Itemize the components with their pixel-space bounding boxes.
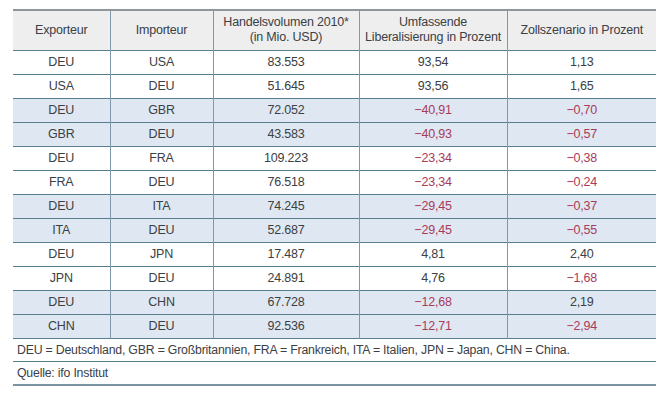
cell-zollszenario: −2,94	[507, 314, 656, 338]
cell-liberalisierung: −40,91	[359, 98, 507, 122]
table-row: DEUFRA109.223−23,34−0,38	[13, 146, 656, 170]
cell-zollszenario: −0,38	[507, 146, 656, 170]
table-row: USADEU51.64593,561,65	[13, 74, 656, 98]
column-header-handelsvolumen: Handelsvolumen 2010* (in Mio. USD)	[213, 10, 359, 50]
table-row: DEUJPN17.4874,812,40	[13, 242, 656, 266]
cell-importeur: FRA	[110, 146, 213, 170]
table-row: DEUITA74.245−29,45−0,37	[13, 194, 656, 218]
cell-importeur: DEU	[110, 266, 213, 290]
cell-exporteur: DEU	[13, 194, 110, 218]
header-row: Exporteur Importeur Handelsvolumen 2010*…	[13, 10, 656, 50]
cell-zollszenario: 2,19	[507, 290, 656, 314]
cell-liberalisierung: −29,45	[359, 194, 507, 218]
table-row: GBRDEU43.583−40,93−0,57	[13, 122, 656, 146]
column-header-label: Exporteur	[13, 23, 110, 38]
cell-importeur: DEU	[110, 314, 213, 338]
trade-table-container: Exporteur Importeur Handelsvolumen 2010*…	[13, 9, 656, 386]
column-header-importeur: Importeur	[110, 10, 213, 50]
cell-importeur: DEU	[110, 122, 213, 146]
cell-liberalisierung: −40,93	[359, 122, 507, 146]
cell-liberalisierung: −12,71	[359, 314, 507, 338]
cell-exporteur: DEU	[13, 290, 110, 314]
cell-handelsvolumen: 51.645	[213, 74, 359, 98]
cell-zollszenario: 2,40	[507, 242, 656, 266]
trade-table: Exporteur Importeur Handelsvolumen 2010*…	[13, 9, 656, 386]
table-footer: DEU = Deutschland, GBR = Großbritannien,…	[13, 338, 656, 385]
column-header-liberalisierung: Umfassende Liberalisierung in Prozent	[359, 10, 507, 50]
cell-zollszenario: −0,24	[507, 170, 656, 194]
cell-importeur: GBR	[110, 98, 213, 122]
cell-exporteur: CHN	[13, 314, 110, 338]
cell-liberalisierung: 93,56	[359, 74, 507, 98]
table-row: FRADEU76.518−23,34−0,24	[13, 170, 656, 194]
column-header-label: Handelsvolumen 2010*	[214, 15, 359, 30]
cell-importeur: ITA	[110, 194, 213, 218]
cell-handelsvolumen: 92.536	[213, 314, 359, 338]
cell-importeur: DEU	[110, 218, 213, 242]
column-header-label: Zollszenario in Prozent	[508, 23, 657, 38]
cell-importeur: DEU	[110, 170, 213, 194]
cell-handelsvolumen: 76.518	[213, 170, 359, 194]
cell-handelsvolumen: 109.223	[213, 146, 359, 170]
table-row: DEUUSA83.55393,541,13	[13, 50, 656, 74]
table-row: DEUGBR72.052−40,91−0,70	[13, 98, 656, 122]
cell-importeur: CHN	[110, 290, 213, 314]
cell-exporteur: ITA	[13, 218, 110, 242]
table-row: DEUCHN67.728−12,682,19	[13, 290, 656, 314]
cell-zollszenario: 1,13	[507, 50, 656, 74]
cell-zollszenario: −0,55	[507, 218, 656, 242]
cell-liberalisierung: −23,34	[359, 170, 507, 194]
cell-handelsvolumen: 83.553	[213, 50, 359, 74]
table-header: Exporteur Importeur Handelsvolumen 2010*…	[13, 10, 656, 50]
source-row: Quelle: ifo Institut	[13, 361, 656, 385]
cell-liberalisierung: 93,54	[359, 50, 507, 74]
cell-liberalisierung: −23,34	[359, 146, 507, 170]
abbreviation-note-row: DEU = Deutschland, GBR = Großbritannien,…	[13, 338, 656, 361]
cell-zollszenario: −1,68	[507, 266, 656, 290]
column-header-sublabel: Liberalisierung in Prozent	[360, 30, 507, 45]
cell-exporteur: DEU	[13, 50, 110, 74]
column-header-label: Umfassende	[360, 15, 507, 30]
cell-handelsvolumen: 72.052	[213, 98, 359, 122]
cell-importeur: USA	[110, 50, 213, 74]
cell-importeur: JPN	[110, 242, 213, 266]
cell-liberalisierung: 4,81	[359, 242, 507, 266]
cell-handelsvolumen: 24.891	[213, 266, 359, 290]
cell-exporteur: GBR	[13, 122, 110, 146]
cell-exporteur: FRA	[13, 170, 110, 194]
table-body: DEUUSA83.55393,541,13USADEU51.64593,561,…	[13, 50, 656, 338]
cell-liberalisierung: 4,76	[359, 266, 507, 290]
cell-handelsvolumen: 74.245	[213, 194, 359, 218]
cell-exporteur: DEU	[13, 146, 110, 170]
column-header-exporteur: Exporteur	[13, 10, 110, 50]
cell-importeur: DEU	[110, 74, 213, 98]
column-header-sublabel: (in Mio. USD)	[214, 30, 359, 45]
abbreviation-note: DEU = Deutschland, GBR = Großbritannien,…	[13, 338, 656, 361]
table-row: JPNDEU24.8914,76−1,68	[13, 266, 656, 290]
table-row: ITADEU52.687−29,45−0,55	[13, 218, 656, 242]
cell-handelsvolumen: 43.583	[213, 122, 359, 146]
cell-handelsvolumen: 17.487	[213, 242, 359, 266]
column-header-label: Importeur	[111, 23, 213, 38]
cell-zollszenario: −0,70	[507, 98, 656, 122]
column-header-zollszenario: Zollszenario in Prozent	[507, 10, 656, 50]
cell-zollszenario: −0,57	[507, 122, 656, 146]
cell-liberalisierung: −29,45	[359, 218, 507, 242]
cell-exporteur: USA	[13, 74, 110, 98]
cell-liberalisierung: −12,68	[359, 290, 507, 314]
cell-exporteur: DEU	[13, 242, 110, 266]
cell-zollszenario: 1,65	[507, 74, 656, 98]
cell-exporteur: DEU	[13, 98, 110, 122]
cell-zollszenario: −0,37	[507, 194, 656, 218]
cell-handelsvolumen: 67.728	[213, 290, 359, 314]
source-label: Quelle: ifo Institut	[13, 361, 656, 385]
cell-handelsvolumen: 52.687	[213, 218, 359, 242]
cell-exporteur: JPN	[13, 266, 110, 290]
table-row: CHNDEU92.536−12,71−2,94	[13, 314, 656, 338]
